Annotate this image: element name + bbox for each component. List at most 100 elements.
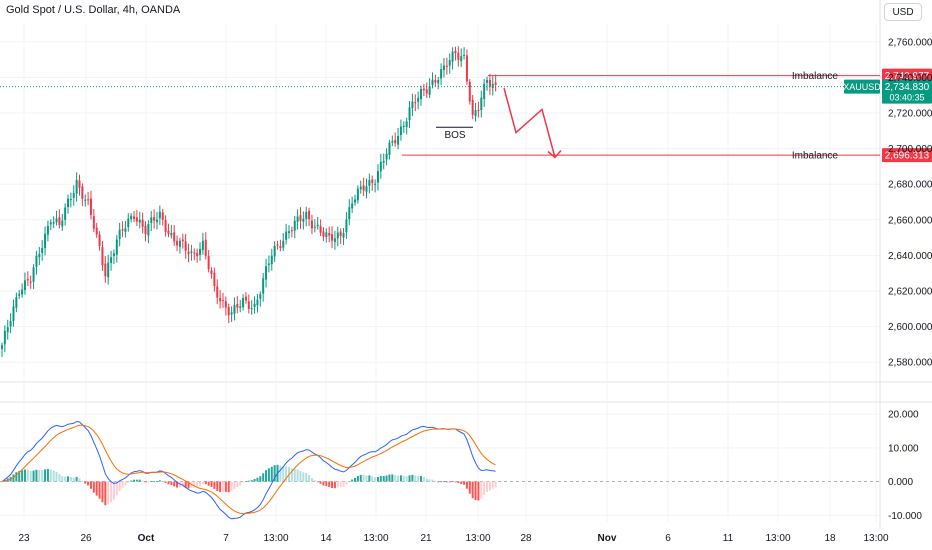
candle[interactable] (336, 232, 339, 239)
candle[interactable] (322, 231, 325, 237)
candle[interactable] (305, 211, 308, 219)
candle[interactable] (236, 303, 239, 308)
candle[interactable] (434, 79, 437, 83)
candle[interactable] (187, 251, 190, 255)
candle[interactable] (402, 125, 405, 127)
candle[interactable] (78, 180, 81, 188)
candle[interactable] (161, 212, 164, 220)
candle[interactable] (98, 234, 101, 247)
candle[interactable] (428, 86, 431, 95)
candle[interactable] (190, 251, 193, 253)
candle[interactable] (107, 262, 110, 278)
candle[interactable] (95, 227, 98, 235)
candle[interactable] (18, 293, 21, 296)
candle[interactable] (247, 301, 250, 309)
candle[interactable] (32, 267, 35, 282)
candle[interactable] (196, 252, 199, 257)
level-lines[interactable]: Imbalance 2,740.977 Imbalance 2,696.313 XAUU… (0, 68, 932, 163)
currency-button[interactable]: USD (884, 3, 922, 21)
candle[interactable] (15, 297, 18, 308)
candle[interactable] (23, 280, 26, 291)
candle[interactable] (64, 207, 67, 220)
candle[interactable] (399, 126, 402, 136)
candle[interactable] (276, 244, 279, 246)
candle[interactable] (379, 161, 382, 172)
candle[interactable] (491, 83, 494, 89)
candle[interactable] (273, 245, 276, 257)
candle[interactable] (201, 240, 204, 251)
candle[interactable] (21, 289, 24, 295)
candle[interactable] (425, 89, 428, 94)
candle[interactable] (313, 226, 316, 228)
candle[interactable] (84, 199, 87, 201)
candle[interactable] (282, 240, 285, 248)
candle[interactable] (411, 101, 414, 109)
candle[interactable] (385, 153, 388, 160)
candle[interactable] (138, 219, 141, 223)
candle[interactable] (262, 278, 265, 294)
candle[interactable] (144, 225, 147, 234)
macd-pane[interactable] (1, 420, 497, 520)
candle[interactable] (319, 226, 322, 233)
candle[interactable] (199, 248, 202, 256)
candle[interactable] (431, 79, 434, 86)
candle[interactable] (463, 54, 466, 56)
candle[interactable] (150, 217, 153, 223)
candle[interactable] (44, 233, 47, 249)
candle[interactable] (141, 219, 144, 227)
candle[interactable] (181, 239, 184, 242)
candle[interactable] (417, 97, 420, 102)
price-pane[interactable] (1, 46, 497, 357)
candle[interactable] (155, 219, 158, 222)
candle[interactable] (227, 307, 230, 316)
candle[interactable] (397, 135, 400, 145)
candle[interactable] (135, 217, 138, 222)
candle[interactable] (124, 228, 127, 232)
candle[interactable] (112, 253, 115, 257)
candle[interactable] (354, 199, 357, 203)
candle[interactable] (147, 223, 150, 236)
candle[interactable] (376, 171, 379, 183)
candle[interactable] (440, 69, 443, 79)
candle[interactable] (72, 193, 75, 198)
candle[interactable] (454, 50, 457, 54)
candle[interactable] (12, 306, 15, 321)
candle[interactable] (290, 230, 293, 232)
candle[interactable] (494, 82, 497, 85)
candle[interactable] (167, 230, 170, 234)
candle[interactable] (130, 215, 133, 220)
candle[interactable] (328, 233, 331, 236)
candle[interactable] (351, 203, 354, 209)
candle[interactable] (445, 65, 448, 67)
candle[interactable] (451, 51, 454, 62)
candle[interactable] (316, 224, 319, 227)
candle[interactable] (207, 255, 210, 270)
candle[interactable] (342, 233, 345, 238)
candle[interactable] (101, 247, 104, 266)
candle[interactable] (331, 234, 334, 241)
candle[interactable] (333, 238, 336, 242)
candle[interactable] (81, 186, 84, 199)
candle[interactable] (239, 306, 242, 308)
candle[interactable] (170, 232, 173, 236)
candle[interactable] (193, 252, 196, 254)
candle[interactable] (253, 303, 256, 308)
candle[interactable] (52, 222, 55, 224)
candle[interactable] (477, 109, 480, 111)
signal-line[interactable] (1, 424, 496, 515)
candle[interactable] (371, 179, 374, 184)
candle[interactable] (6, 327, 9, 333)
candle[interactable] (244, 296, 247, 301)
candle[interactable] (58, 217, 61, 225)
candle[interactable] (216, 286, 219, 298)
candle[interactable] (374, 183, 377, 185)
candle[interactable] (405, 121, 408, 128)
candle[interactable] (92, 216, 95, 229)
candle[interactable] (285, 231, 288, 240)
candle[interactable] (267, 263, 270, 265)
symbol-title[interactable]: Gold Spot / U.S. Dollar, 4h, OANDA (6, 4, 181, 16)
candle[interactable] (256, 299, 259, 306)
candle[interactable] (457, 52, 460, 60)
candle[interactable] (153, 217, 156, 221)
